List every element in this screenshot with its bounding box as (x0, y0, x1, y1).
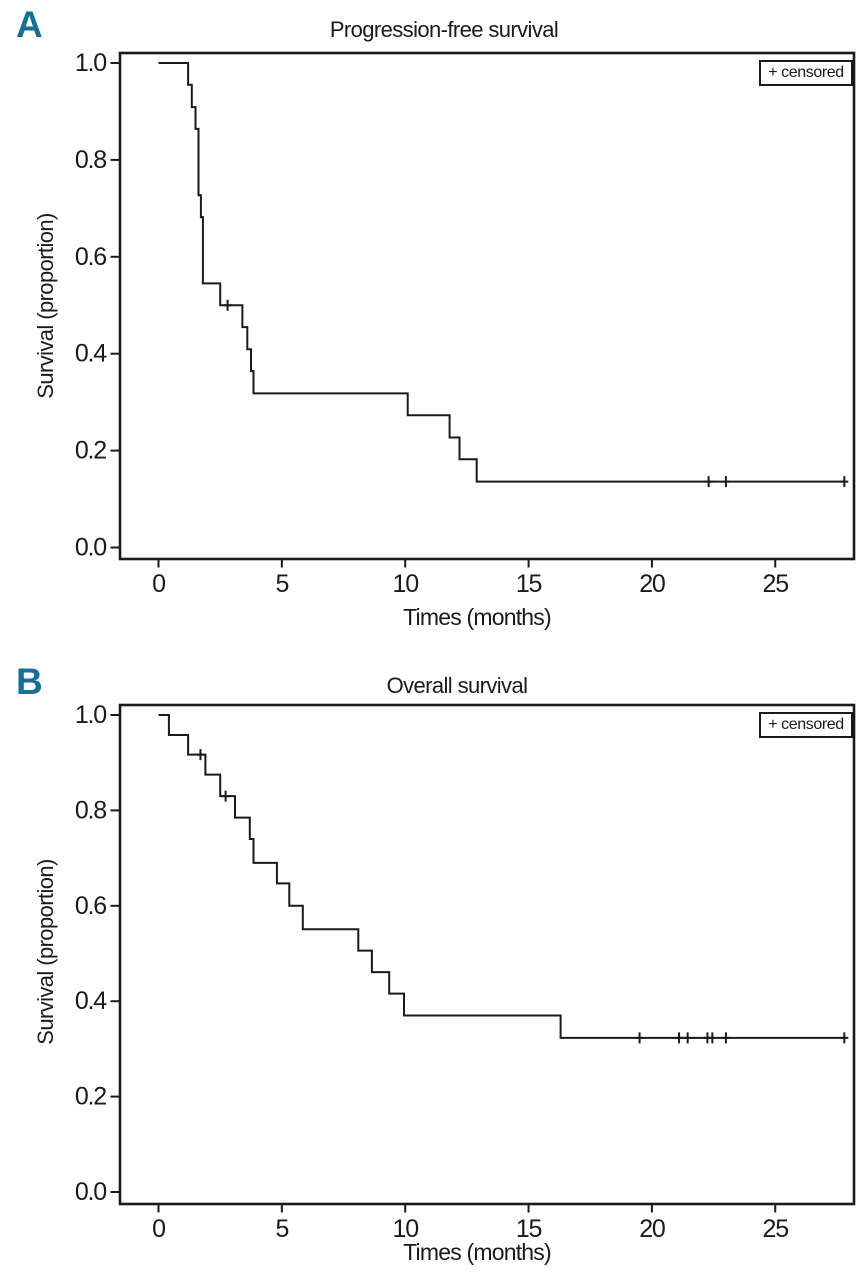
y-tick-label: 0.2 (75, 1083, 106, 1111)
x-tick-label: 10 (392, 570, 418, 598)
y-tick-label: 0.6 (75, 243, 106, 271)
censor-plus-icon (223, 299, 232, 311)
censor-plus-icon (675, 1032, 684, 1044)
panel-a-censor-marks (223, 299, 849, 488)
panel-a-letter: A (16, 4, 43, 45)
panel-b-y-axis-title: Survival (proportion) (33, 859, 58, 1045)
x-tick-label: 20 (639, 570, 665, 598)
panel-b-x-axis-title: Times (months) (403, 1239, 552, 1265)
panel-a-y-axis-title: Survival (proportion) (33, 213, 58, 399)
panel-b-letter: B (16, 661, 43, 702)
y-tick-label: 1.0 (75, 49, 106, 77)
panel-b-censored-legend: + censored (759, 712, 853, 738)
x-tick-label: 5 (275, 1215, 288, 1243)
y-tick-label: 0.4 (75, 340, 107, 368)
km-curve-b (158, 714, 845, 1039)
censor-plus-icon (721, 1032, 730, 1044)
y-tick-label: 1.0 (75, 701, 106, 729)
censor-plus-icon (196, 749, 205, 761)
y-tick-label: 0.8 (75, 796, 106, 824)
panel-b-y-axis: 1.0 0.8 0.6 0.4 0.2 0.0 (75, 701, 120, 1206)
panel-b-title: Overall survival (386, 673, 528, 698)
censor-plus-icon (721, 476, 730, 488)
panel-b-x-axis: 0 5 10 15 20 25 (152, 1204, 789, 1243)
y-tick-label: 0.0 (75, 534, 106, 562)
panel-a-title: Progression-free survival (329, 17, 559, 42)
panel-a-x-axis-title: Times (months) (403, 604, 552, 630)
x-tick-label: 10 (392, 1215, 418, 1243)
panel-a-plot-area: 0 5 10 15 20 25 1.0 0.8 0.6 0.4 0.2 0.0 (75, 49, 856, 598)
panel-a-censored-legend: + censored (759, 60, 853, 86)
x-tick-label: 5 (275, 570, 288, 598)
censor-plus-icon (683, 1032, 692, 1044)
panel-b-censor-marks (196, 749, 849, 1044)
panel-b-plot-area: 0 5 10 15 20 25 1.0 0.8 0.6 0.4 0.2 0.0 (75, 701, 856, 1243)
x-tick-label: 0 (152, 570, 165, 598)
panel-b-frame (118, 703, 856, 1206)
censor-plus-icon (704, 476, 713, 488)
panel-a-x-axis: 0 5 10 15 20 25 (152, 559, 789, 598)
y-tick-label: 0.4 (75, 987, 107, 1015)
panel-a-y-axis: 1.0 0.8 0.6 0.4 0.2 0.0 (75, 49, 120, 562)
y-tick-label: 0.6 (75, 892, 106, 920)
censor-plus-icon (708, 1032, 717, 1044)
censor-plus-icon (221, 790, 230, 802)
km-curve-a (158, 62, 845, 483)
x-tick-label: 20 (639, 1215, 665, 1243)
y-tick-label: 0.0 (75, 1178, 106, 1206)
x-tick-label: 25 (763, 570, 789, 598)
x-tick-label: 15 (516, 570, 542, 598)
y-tick-label: 0.2 (75, 437, 106, 465)
censor-plus-icon (840, 1032, 849, 1044)
censor-plus-icon (840, 476, 849, 488)
x-tick-label: 0 (152, 1215, 165, 1243)
x-tick-label: 25 (763, 1215, 789, 1243)
censor-plus-icon (635, 1032, 644, 1044)
panel-a-frame (118, 51, 856, 561)
x-tick-label: 15 (516, 1215, 542, 1243)
y-tick-label: 0.8 (75, 146, 106, 174)
